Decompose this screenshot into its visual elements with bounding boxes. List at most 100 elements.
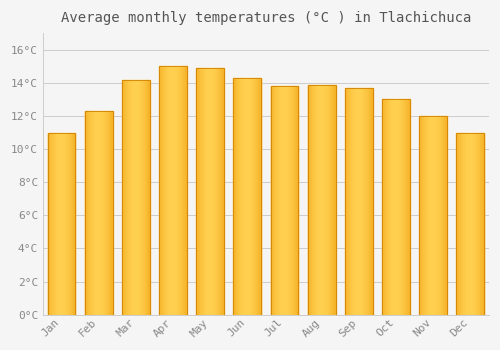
Bar (169, 66, 170, 315)
Bar (234, 78, 262, 315)
Bar (290, 86, 291, 315)
Bar (102, 111, 103, 315)
Bar (143, 79, 144, 315)
Bar (176, 66, 177, 315)
Bar (63, 133, 64, 315)
Bar (94, 111, 95, 315)
Bar (103, 111, 104, 315)
Bar (308, 85, 336, 315)
Bar (184, 66, 185, 315)
Bar (352, 88, 354, 315)
Bar (72, 133, 74, 315)
Bar (327, 85, 328, 315)
Bar (104, 111, 105, 315)
Bar (132, 79, 133, 315)
Bar (240, 78, 241, 315)
Bar (256, 78, 257, 315)
Bar (436, 116, 438, 315)
Bar (255, 78, 256, 315)
Bar (279, 86, 280, 315)
Bar (100, 111, 101, 315)
Bar (288, 86, 290, 315)
Bar (358, 88, 359, 315)
Bar (398, 99, 399, 315)
Bar (466, 133, 467, 315)
Bar (196, 68, 224, 315)
Bar (386, 99, 387, 315)
Bar (464, 133, 466, 315)
Bar (148, 79, 149, 315)
Bar (335, 85, 336, 315)
Bar (385, 99, 386, 315)
Bar (175, 66, 176, 315)
Bar (429, 116, 430, 315)
Bar (96, 111, 98, 315)
Bar (425, 116, 426, 315)
Bar (420, 116, 422, 315)
Bar (164, 66, 166, 315)
Bar (456, 133, 457, 315)
Bar (210, 68, 211, 315)
Bar (75, 133, 76, 315)
Bar (134, 79, 135, 315)
Bar (372, 88, 373, 315)
Bar (246, 78, 248, 315)
Bar (260, 78, 262, 315)
Bar (248, 78, 250, 315)
Bar (237, 78, 238, 315)
Bar (314, 85, 316, 315)
Bar (174, 66, 175, 315)
Bar (172, 66, 173, 315)
Bar (345, 88, 373, 315)
Bar (53, 133, 54, 315)
Bar (200, 68, 201, 315)
Bar (390, 99, 391, 315)
Bar (317, 85, 318, 315)
Bar (309, 85, 310, 315)
Bar (470, 133, 471, 315)
Bar (243, 78, 244, 315)
Bar (362, 88, 363, 315)
Bar (476, 133, 478, 315)
Bar (212, 68, 213, 315)
Bar (236, 78, 237, 315)
Bar (286, 86, 288, 315)
Bar (406, 99, 407, 315)
Bar (67, 133, 68, 315)
Bar (460, 133, 462, 315)
Bar (166, 66, 167, 315)
Bar (308, 85, 309, 315)
Bar (368, 88, 370, 315)
Bar (354, 88, 356, 315)
Bar (293, 86, 294, 315)
Bar (441, 116, 442, 315)
Bar (462, 133, 464, 315)
Bar (382, 99, 410, 315)
Bar (391, 99, 392, 315)
Bar (348, 88, 349, 315)
Bar (444, 116, 445, 315)
Bar (60, 133, 61, 315)
Bar (282, 86, 283, 315)
Bar (144, 79, 145, 315)
Bar (235, 78, 236, 315)
Bar (471, 133, 472, 315)
Bar (360, 88, 361, 315)
Bar (178, 66, 180, 315)
Bar (173, 66, 174, 315)
Bar (204, 68, 206, 315)
Bar (292, 86, 293, 315)
Bar (196, 68, 197, 315)
Bar (284, 86, 285, 315)
Bar (270, 86, 298, 315)
Bar (440, 116, 441, 315)
Bar (322, 85, 323, 315)
Bar (159, 66, 187, 315)
Bar (367, 88, 368, 315)
Bar (88, 111, 89, 315)
Bar (430, 116, 431, 315)
Bar (393, 99, 394, 315)
Bar (211, 68, 212, 315)
Bar (209, 68, 210, 315)
Bar (431, 116, 432, 315)
